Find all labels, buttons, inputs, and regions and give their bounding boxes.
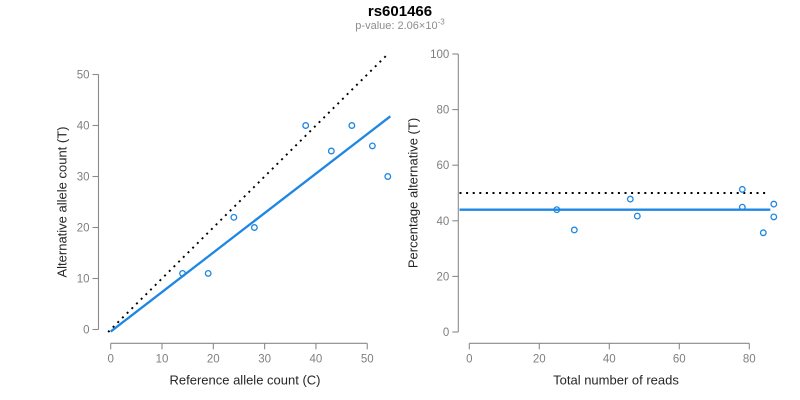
data-point — [570, 226, 578, 234]
right-plot-y-axis-title: Percentage alternative (T) — [405, 117, 421, 269]
data-point — [179, 269, 186, 277]
data-point — [738, 185, 746, 193]
data-point — [626, 195, 634, 203]
data-point — [770, 200, 778, 208]
data-point — [230, 213, 238, 221]
y-tick-label: 30 — [77, 172, 90, 184]
data-point — [327, 147, 335, 155]
x-tick-label: 60 — [673, 353, 686, 365]
y-tick-label: 0 — [83, 325, 89, 337]
x-tick-label: 40 — [603, 353, 616, 365]
y-tick-label: 50 — [77, 70, 90, 82]
right-plot-x-axis-title: Total number of reads — [553, 372, 679, 388]
data-point — [368, 142, 376, 150]
pvalue-exponent: -3 — [437, 17, 445, 27]
data-point — [348, 122, 356, 129]
data-point — [384, 173, 392, 180]
figure-title: rs601466 — [367, 3, 433, 20]
x-tick-label: 20 — [207, 353, 220, 365]
x-tick-label: 10 — [156, 353, 169, 365]
y-tick-label: 40 — [437, 216, 450, 228]
figure-subtitle: p-value: 2.06×10-3 — [0, 17, 800, 32]
left-plot-x-axis-title: Reference allele count (C) — [169, 372, 321, 388]
x-tick-label: 50 — [361, 353, 374, 365]
x-tick-label: 20 — [533, 353, 546, 365]
y-tick-label: 20 — [437, 271, 450, 283]
left-plot-y-axis-title: Alternative allele count (T) — [54, 126, 70, 278]
x-tick-label: 0 — [466, 353, 472, 365]
x-tick-label: 40 — [310, 353, 323, 365]
y-tick-label: 80 — [437, 105, 450, 117]
left-plot: 0 10 20 30 40 50 0 10 20 30 40 50 — [77, 54, 392, 365]
data-point — [250, 224, 258, 231]
identity-line — [107, 54, 388, 333]
data-point — [759, 229, 767, 237]
y-tick-label: 100 — [430, 49, 449, 61]
right-plot: 0 20 40 60 80 100 0 20 40 60 80 — [430, 49, 778, 365]
data-point — [204, 269, 212, 277]
pvalue-text: p-value: 2.06×10 — [355, 20, 438, 32]
y-tick-label: 0 — [443, 327, 449, 339]
y-tick-label: 10 — [77, 274, 90, 286]
y-tick-label: 60 — [437, 160, 450, 172]
regression-line — [109, 115, 392, 333]
data-point — [770, 213, 778, 221]
y-tick-label: 20 — [77, 223, 90, 235]
x-tick-label: 30 — [258, 353, 271, 365]
data-point — [738, 203, 746, 211]
y-tick-label: 40 — [77, 121, 90, 133]
data-point — [302, 122, 310, 129]
x-tick-label: 0 — [107, 353, 113, 365]
data-point — [633, 212, 641, 220]
data-point — [553, 206, 561, 214]
x-tick-label: 80 — [743, 353, 756, 365]
